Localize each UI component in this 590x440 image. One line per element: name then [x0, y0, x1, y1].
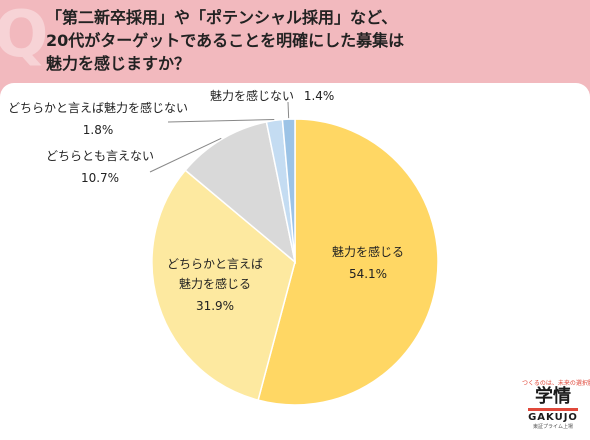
pie-slice-5	[281, 118, 296, 263]
gakujo-logo: つくるのは、未来の選択肢 学情 GAKUJO 東証プライム上場	[522, 378, 590, 430]
title-line-1: 「第二新卒採用」や「ポテンシャル採用」など、	[46, 8, 398, 27]
slice-label-3: どちらとも言えない	[46, 149, 154, 163]
slice-label-5: 魅力を感じない 1.4%	[210, 88, 334, 103]
slice-label-1: 魅力を感じる	[332, 244, 404, 259]
title-line-3: 魅力を感じますか？	[46, 54, 191, 73]
pie-slice-1	[257, 118, 439, 406]
question-mark-decoration: Q	[0, 0, 49, 72]
slice-value-2: 31.9%	[196, 299, 234, 313]
slice-value-5: 1.4%	[304, 89, 335, 103]
page-title: 「第二新卒採用」や「ポテンシャル採用」など、 20代がターゲットであることを明確…	[46, 6, 566, 75]
slice-value-1: 54.1%	[349, 267, 387, 281]
logo-tagline: つくるのは、未来の選択肢	[522, 380, 590, 387]
title-line-2: 20代がターゲットであることを明確にした募集は	[46, 31, 405, 50]
leader-line-3	[149, 137, 222, 173]
logo-kanji: 学情	[535, 386, 571, 407]
slice-value-3: 10.7%	[81, 171, 119, 185]
slice-label-4: どちらかと言えば魅力を感じない	[8, 100, 188, 115]
slice-label-2-line-2: 魅力を感じる	[179, 276, 251, 291]
slice-label-5-name: 魅力を感じない	[210, 88, 294, 103]
slice-label-2-line-1: どちらかと言えば	[167, 257, 263, 271]
logo-brand: GAKUJO	[528, 412, 578, 423]
leader-line-5	[287, 101, 290, 119]
logo-bar	[528, 408, 578, 411]
logo-sub: 東証プライム上場	[533, 424, 573, 430]
slice-value-4: 1.8%	[83, 123, 114, 137]
pie-slice-2	[151, 169, 296, 402]
leader-line-4	[167, 119, 275, 123]
pie-slice-3	[184, 121, 297, 264]
